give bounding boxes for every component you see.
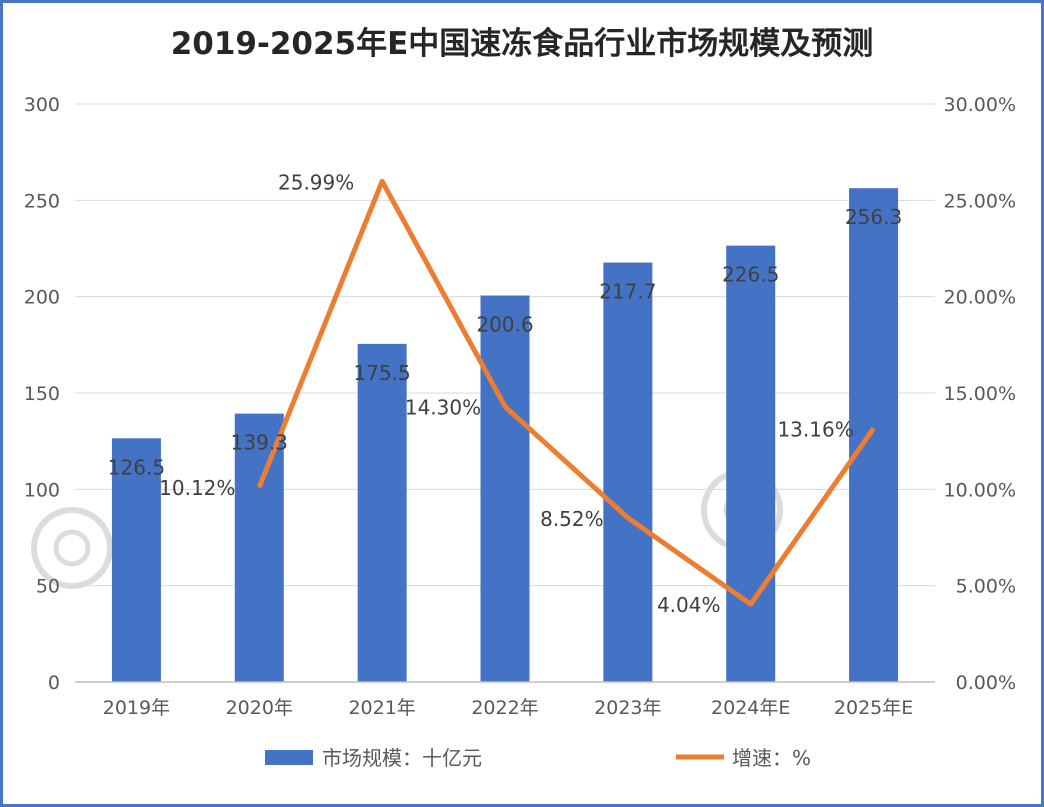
bar: [480, 295, 530, 682]
growth-point: [749, 603, 752, 606]
growth-value-label: 10.12%: [159, 476, 235, 500]
right-tick-label: 20.00%: [944, 287, 1016, 309]
right-tick-label: 0.00%: [956, 672, 1016, 694]
growth-point: [872, 427, 875, 430]
growth-point: [381, 180, 384, 183]
legend-bar-label: 市场规模：十亿元: [322, 746, 482, 770]
x-tick-label: 2019年: [103, 697, 170, 719]
growth-point: [504, 405, 506, 408]
bar-value-label: 175.5: [354, 361, 411, 385]
right-tick-label: 30.00%: [944, 94, 1016, 116]
bar: [111, 438, 161, 682]
left-tick-label: 300: [24, 94, 60, 116]
right-tick-label: 10.00%: [944, 479, 1016, 501]
growth-value-label: 25.99%: [278, 170, 354, 194]
bar-value-label: 139.3: [231, 431, 288, 455]
left-tick-label: 0: [48, 672, 60, 694]
x-tick-label: 2025年E: [834, 697, 913, 719]
bars: [111, 188, 899, 683]
right-axis-ticks: 0.00% 5.00% 10.00% 15.00% 20.00% 25.00% 30.00%: [944, 94, 1016, 694]
bar: [234, 413, 284, 682]
bar: [849, 188, 899, 683]
left-tick-label: 100: [24, 479, 60, 501]
bar: [603, 262, 653, 682]
legend: 市场规模：十亿元 增速：%: [265, 746, 811, 770]
x-tick-label: 2020年: [226, 697, 293, 719]
right-tick-label: 25.00%: [944, 190, 1016, 212]
x-tick-label: 2021年: [348, 697, 415, 719]
bar-value-labels: 126.5 139.3 175.5 200.6 217.7 226.5 256.3: [108, 205, 902, 479]
growth-point: [258, 486, 261, 489]
growth-line-group: [256, 178, 876, 607]
watermark-left: [31, 507, 113, 589]
left-tick-label: 250: [24, 190, 60, 212]
x-tick-label: 2022年: [471, 697, 538, 719]
growth-line: [256, 178, 876, 607]
bar-value-label: 256.3: [845, 205, 902, 229]
growth-value-label: 4.04%: [657, 593, 721, 617]
left-tick-label: 200: [24, 287, 60, 309]
bar-value-label: 126.5: [108, 455, 165, 479]
left-tick-label: 50: [36, 576, 60, 598]
bar-value-label: 226.5: [722, 263, 779, 287]
legend-line-label: 增速：%: [732, 746, 811, 770]
growth-value-label: 14.30%: [405, 395, 481, 419]
growth-point: [626, 516, 629, 519]
left-tick-label: 150: [24, 383, 60, 405]
left-axis-ticks: 0 50 100 150 200 250 300: [24, 94, 60, 694]
x-tick-label: 2023年: [594, 697, 661, 719]
bar: [357, 343, 407, 682]
growth-value-label: 13.16%: [777, 417, 853, 441]
right-tick-label: 15.00%: [944, 383, 1016, 405]
right-tick-label: 5.00%: [956, 576, 1016, 598]
line-value-labels: 10.12% 25.99% 14.30% 8.52% 4.04% 13.16%: [159, 170, 854, 617]
legend-bar-swatch: [265, 750, 313, 765]
x-axis-ticks: 2019年 2020年 2021年 2022年 2023年 2024年E 2025年E: [103, 697, 914, 719]
x-tick-label: 2024年E: [711, 697, 790, 719]
growth-value-label: 8.52%: [540, 507, 604, 531]
bar-value-label: 200.6: [476, 313, 533, 337]
bar-value-label: 217.7: [599, 280, 656, 304]
bar: [726, 245, 776, 683]
chart-title: 2019-2025年E中国速冻食品行业市场规模及预测: [170, 26, 874, 62]
